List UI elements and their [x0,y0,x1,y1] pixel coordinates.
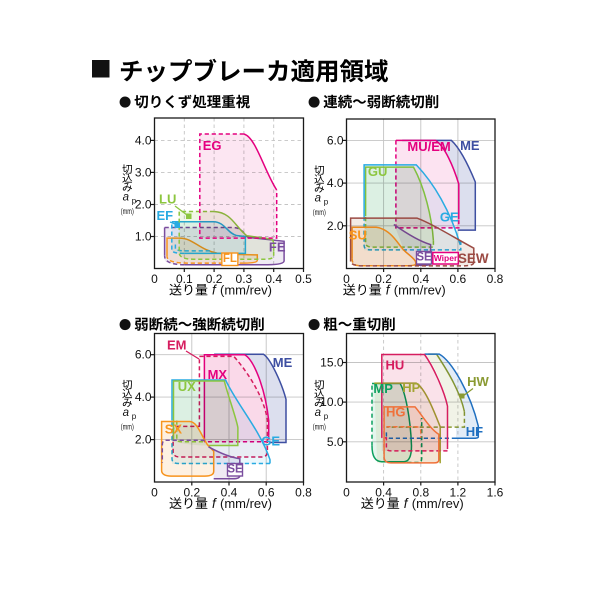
svg-text:0.8: 0.8 [295,486,312,500]
svg-text:MU/EM: MU/EM [407,139,450,154]
svg-text:Wiper: Wiper [434,253,458,263]
svg-text:6.0: 6.0 [327,133,344,147]
svg-text:3.0: 3.0 [135,165,152,179]
svg-text:f: f [212,283,217,298]
svg-text:0.6: 0.6 [258,486,275,500]
svg-text:MX: MX [208,367,228,382]
svg-text:p: p [324,412,329,421]
svg-text:1.6: 1.6 [487,486,504,500]
svg-text:0.6: 0.6 [450,272,467,286]
svg-text:EF: EF [157,208,174,223]
svg-text:0.2: 0.2 [206,272,223,286]
svg-text:(mm): (mm) [313,422,326,432]
svg-text:0.8: 0.8 [412,486,429,500]
svg-text:0.3: 0.3 [236,272,253,286]
svg-text:1.0: 1.0 [135,230,152,244]
svg-text:2.0: 2.0 [135,433,152,447]
svg-text:FE: FE [269,240,286,255]
svg-text:0.8: 0.8 [487,272,504,286]
svg-text:0.4: 0.4 [221,486,238,500]
svg-text:0.4: 0.4 [412,272,429,286]
svg-text:2.0: 2.0 [135,198,152,212]
svg-text:a: a [123,192,129,204]
svg-text:LU: LU [159,192,176,207]
svg-text:f: f [386,283,391,298]
svg-text:HW: HW [467,374,489,389]
svg-text:1.2: 1.2 [450,486,467,500]
svg-text:ME: ME [460,138,480,153]
svg-text:0.5: 0.5 [295,272,312,286]
svg-text:FL: FL [223,253,237,265]
svg-text:0.4: 0.4 [375,486,392,500]
svg-text:4.0: 4.0 [327,176,344,190]
svg-text:GE: GE [440,210,459,225]
svg-text:(mm): (mm) [121,422,134,432]
svg-text:a: a [315,407,321,419]
svg-text:4.0: 4.0 [135,390,152,404]
svg-text:SE: SE [416,252,432,264]
svg-text:SE: SE [227,464,243,476]
svg-text:HG: HG [386,404,406,419]
svg-text:EG: EG [203,138,222,153]
svg-text:0: 0 [151,486,158,500]
svg-text:HF: HF [466,424,483,439]
svg-text:p: p [132,197,137,206]
svg-text:SX: SX [165,421,183,436]
svg-text:(mm): (mm) [121,206,134,216]
svg-text:0.1: 0.1 [176,272,193,286]
svg-text:UX: UX [178,379,196,394]
svg-text:4.0: 4.0 [135,133,152,147]
svg-text:0: 0 [343,486,350,500]
svg-text:2.0: 2.0 [327,219,344,233]
svg-text:GE: GE [261,433,280,448]
svg-text:5.0: 5.0 [327,435,344,449]
svg-text:(mm/rev): (mm/rev) [220,283,272,298]
svg-text:f: f [404,496,409,511]
svg-text:0.2: 0.2 [375,272,392,286]
svg-text:0: 0 [343,272,350,286]
svg-text:GU: GU [368,164,388,179]
svg-text:p: p [324,198,329,207]
svg-text:0.2: 0.2 [183,486,200,500]
svg-text:a: a [315,193,321,205]
svg-text:MP: MP [373,381,393,396]
svg-text:EM: EM [167,338,187,353]
svg-text:15.0: 15.0 [320,356,344,370]
svg-text:10.0: 10.0 [320,395,344,409]
svg-text:ME: ME [273,355,293,370]
svg-text:HU: HU [385,358,404,373]
svg-text:HP: HP [402,380,420,395]
svg-text:(mm/rev): (mm/rev) [220,496,272,511]
svg-text:f: f [212,496,217,511]
svg-text:a: a [123,407,129,419]
svg-text:0.4: 0.4 [265,272,282,286]
svg-text:0: 0 [151,272,158,286]
svg-text:6.0: 6.0 [135,348,152,362]
svg-text:SEW: SEW [458,251,489,266]
svg-text:p: p [132,412,137,421]
svg-text:(mm/rev): (mm/rev) [412,496,464,511]
svg-text:(mm/rev): (mm/rev) [394,283,446,298]
svg-text:(mm): (mm) [313,207,326,217]
svg-text:SU: SU [349,228,367,243]
